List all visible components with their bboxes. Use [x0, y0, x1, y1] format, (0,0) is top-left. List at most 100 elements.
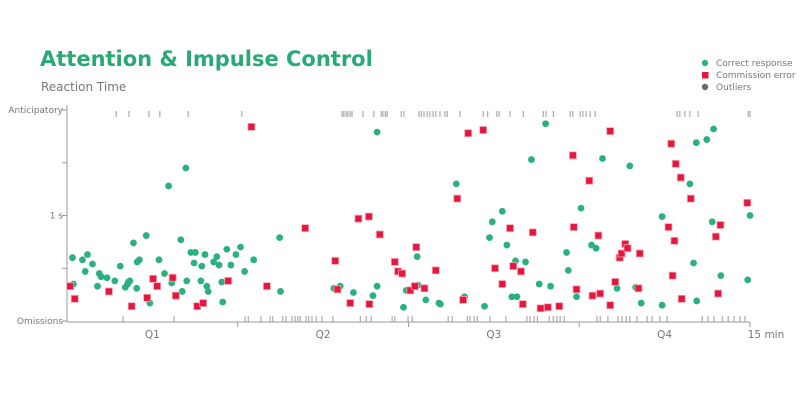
chart-title: Attention & Impulse Control — [40, 47, 373, 71]
commission-error-point — [569, 223, 578, 232]
correct-response-point — [486, 234, 493, 242]
correct-response-point — [126, 277, 134, 285]
correct-response-point — [703, 136, 711, 143]
correct-response-point — [488, 218, 496, 226]
legend: Correct response Commission error Outlie… — [701, 59, 796, 93]
commission-error-point — [677, 294, 686, 303]
correct-response-point — [422, 296, 430, 304]
commission-error-point — [714, 289, 723, 298]
correct-response-point — [599, 155, 606, 162]
commission-error-point — [664, 223, 673, 232]
correct-response-point — [592, 244, 600, 252]
correct-response-point — [746, 212, 754, 219]
commission-error-point — [606, 127, 615, 135]
correct-response-point — [369, 292, 377, 300]
commission-error-point — [588, 291, 597, 300]
correct-response-point — [276, 234, 284, 242]
commission-error-point — [247, 122, 256, 131]
correct-response-point — [177, 236, 185, 244]
commission-error-point — [390, 258, 399, 266]
correct-response-point — [135, 256, 143, 264]
commission-error-point — [143, 293, 152, 302]
commission-error-point — [453, 194, 462, 203]
correct-response-point — [165, 182, 172, 190]
correct-response-point — [690, 259, 697, 267]
correct-response-point — [94, 282, 101, 290]
correct-response-point — [198, 262, 206, 270]
commission-error-point — [611, 278, 620, 286]
commission-error-point — [716, 221, 725, 229]
correct-response-point — [400, 303, 407, 311]
commission-error-point — [585, 176, 594, 185]
correct-response-point — [227, 261, 235, 269]
commission-error-point — [676, 173, 685, 182]
commission-error-point — [498, 280, 507, 288]
correct-response-point — [508, 293, 516, 301]
correct-response-point — [210, 258, 218, 266]
correct-response-point — [203, 282, 211, 290]
correct-response-point — [133, 284, 141, 292]
correct-response-point — [197, 277, 205, 285]
commission-error-point — [543, 303, 552, 312]
commission-error-point — [464, 129, 473, 138]
commission-error-point — [528, 228, 537, 237]
commission-error-point — [491, 264, 499, 273]
legend-marker-circle-icon — [701, 83, 709, 91]
legend-item-outliers[interactable]: Outliers — [701, 83, 752, 93]
commission-error-point — [634, 284, 643, 293]
commission-error-point — [171, 291, 180, 300]
correct-response-point — [103, 274, 111, 282]
commission-error-point — [617, 249, 626, 258]
commission-error-point — [149, 274, 157, 283]
commission-error-point — [459, 295, 468, 304]
commission-error-point — [331, 256, 340, 265]
commission-error-point — [506, 224, 514, 233]
legend-item-correct-response[interactable]: Correct response — [701, 59, 793, 69]
correct-response-point — [744, 276, 752, 284]
commission-error-point — [406, 286, 415, 295]
commission-error-point — [509, 262, 518, 271]
commission-error-point — [127, 302, 136, 311]
correct-response-point — [89, 260, 96, 268]
commission-error-point — [668, 271, 677, 280]
correct-response-point — [452, 180, 460, 188]
correct-response-point — [84, 251, 91, 258]
correct-response-point — [192, 249, 199, 256]
legend-label: Outliers — [716, 83, 752, 93]
correct-response-point — [277, 288, 284, 295]
commission-error-point — [412, 243, 421, 252]
correct-response-point — [542, 120, 549, 128]
commission-error-point — [333, 285, 342, 294]
x-category-label: Q3 — [486, 329, 501, 341]
commission-error-point — [667, 139, 676, 148]
correct-response-point — [250, 256, 258, 264]
commission-error-point — [572, 285, 581, 294]
commission-error-point — [301, 224, 310, 233]
correct-response-point — [658, 213, 666, 220]
correct-response-point — [190, 259, 198, 267]
correct-response-point — [350, 289, 357, 296]
legend-item-commission-error[interactable]: Commission error — [702, 71, 796, 81]
correct-response-point — [218, 278, 226, 286]
correct-response-point — [577, 204, 585, 212]
correct-response-point — [116, 262, 124, 270]
x-category-label: Q4 — [657, 329, 672, 341]
commission-error-point — [518, 300, 527, 309]
correct-response-point — [613, 284, 621, 292]
correct-response-point — [182, 164, 190, 172]
commission-error-point — [153, 282, 162, 291]
correct-response-point — [201, 251, 209, 258]
data-points — [66, 120, 754, 313]
correct-response-point — [626, 162, 634, 170]
correct-response-point — [498, 207, 506, 215]
correct-response-point — [215, 261, 223, 269]
commission-error-point — [199, 299, 208, 307]
correct-response-point — [708, 218, 716, 226]
commission-error-point — [743, 198, 752, 207]
correct-response-point — [183, 277, 191, 285]
correct-response-point — [522, 258, 529, 266]
correct-response-point — [373, 282, 381, 290]
correct-response-point — [155, 256, 163, 264]
correct-response-point — [97, 273, 105, 281]
